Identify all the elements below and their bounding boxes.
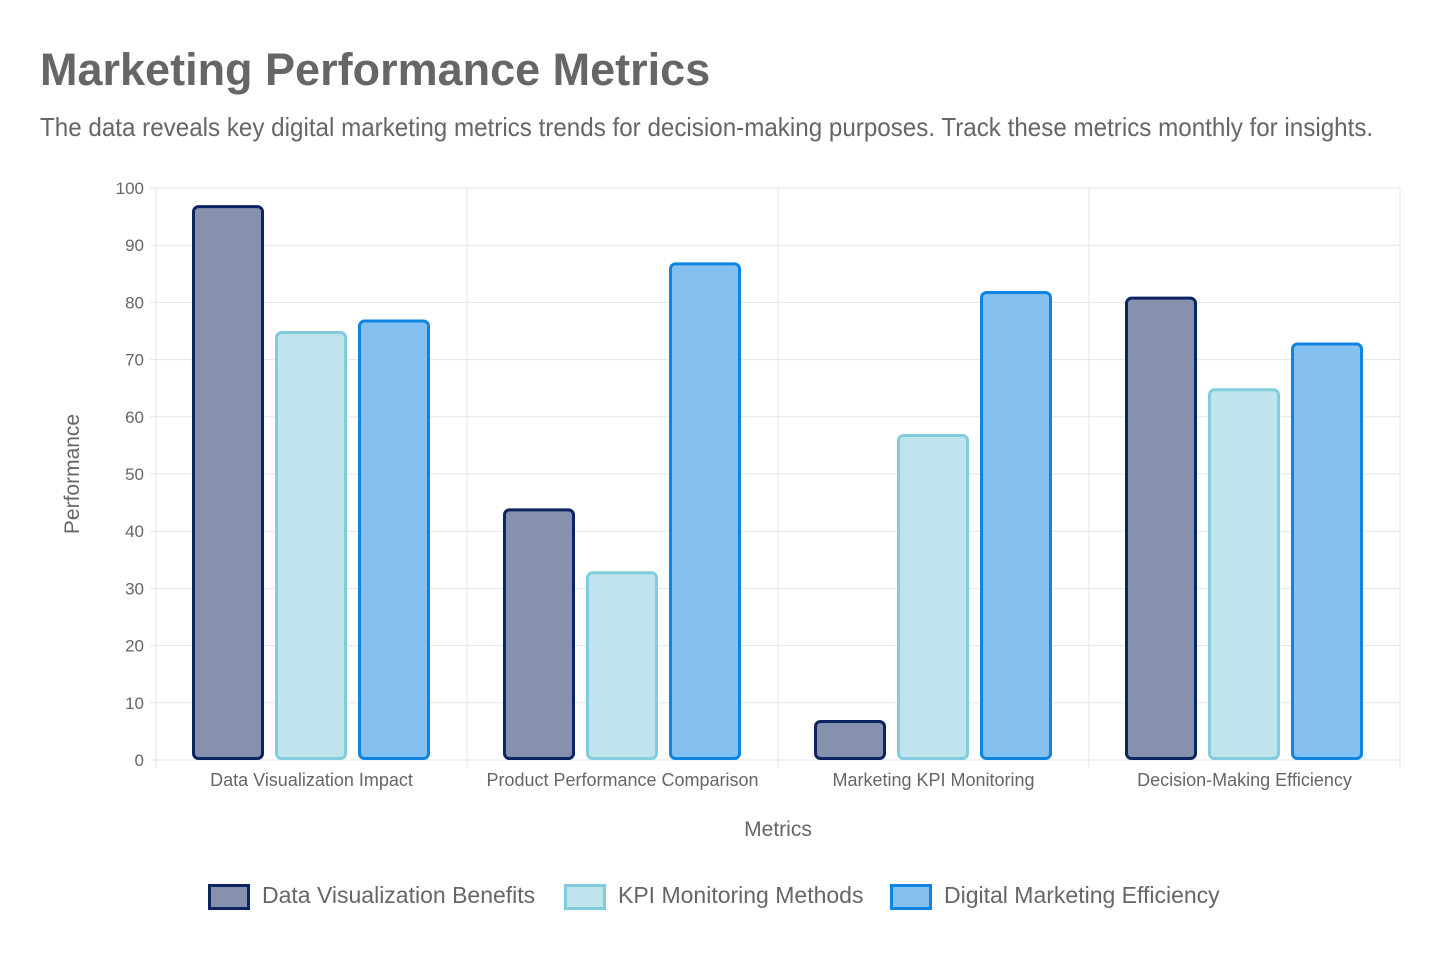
legend-swatch (208, 884, 250, 910)
y-tick-label: 10 (125, 694, 144, 713)
page-title: Marketing Performance Metrics (40, 44, 711, 95)
bar (814, 719, 886, 761)
bar (897, 433, 969, 760)
y-tick-label: 100 (116, 179, 144, 198)
bar (358, 319, 430, 760)
y-tick-label: 90 (125, 236, 144, 255)
page-subtitle: The data reveals key digital marketing m… (40, 112, 1374, 142)
y-tick-label: 80 (125, 293, 144, 312)
bar (275, 331, 347, 760)
y-tick-label: 40 (125, 522, 144, 541)
y-tick-label: 20 (125, 637, 144, 656)
bar (980, 290, 1052, 760)
bar (503, 508, 575, 760)
x-tick-label: Marketing KPI Monitoring (832, 770, 1034, 790)
legend-label: KPI Monitoring Methods (618, 882, 863, 908)
y-tick-label: 50 (125, 465, 144, 484)
y-tick-label: 30 (125, 579, 144, 598)
bar (1291, 342, 1363, 760)
bar (669, 262, 741, 760)
x-tick-label: Product Performance Comparison (486, 770, 758, 790)
legend-label: Digital Marketing Efficiency (944, 882, 1220, 908)
x-tick-label: Data Visualization Impact (210, 770, 413, 790)
legend-swatch (564, 884, 606, 910)
legend-swatch (890, 884, 932, 910)
legend-label: Data Visualization Benefits (262, 882, 535, 908)
y-tick-label: 60 (125, 408, 144, 427)
bar (1125, 296, 1197, 760)
bar (192, 205, 264, 761)
x-tick-label: Decision-Making Efficiency (1137, 770, 1352, 790)
y-tick-label: 0 (135, 751, 144, 770)
x-axis-title: Metrics (744, 818, 812, 841)
bar (586, 571, 658, 760)
bar (1208, 388, 1280, 760)
y-axis-title: Performance (61, 414, 84, 534)
y-tick-label: 70 (125, 351, 144, 370)
